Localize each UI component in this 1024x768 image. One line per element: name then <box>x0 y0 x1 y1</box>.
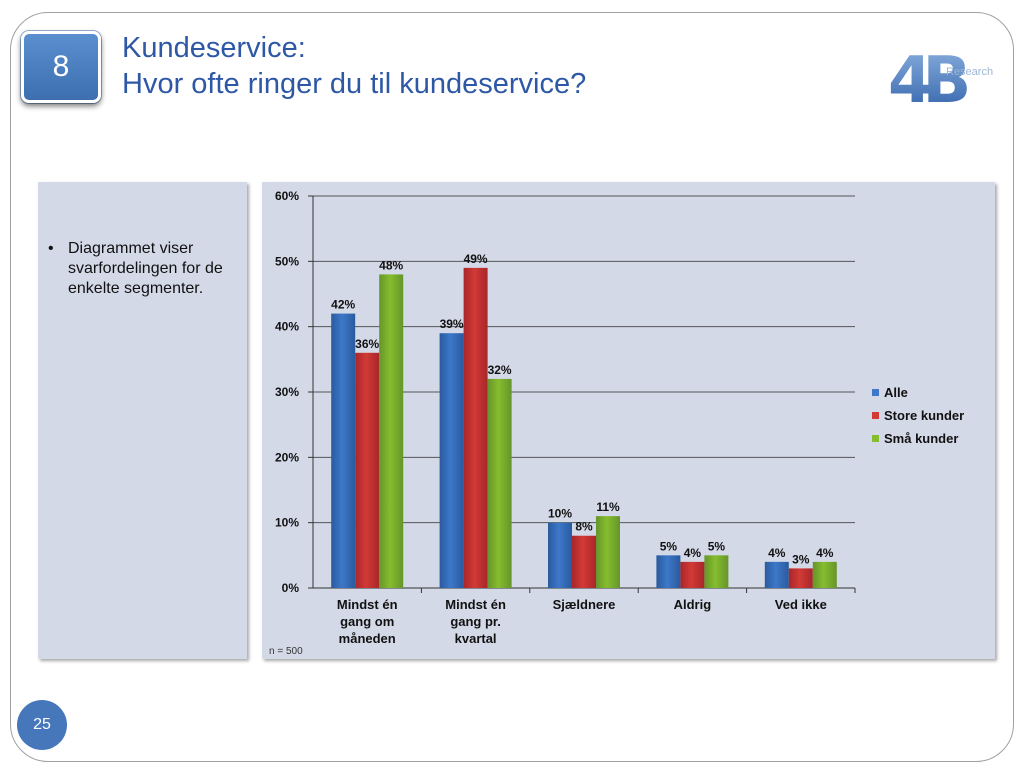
data-label: 4% <box>816 546 834 560</box>
bar-alle-0 <box>331 313 356 588</box>
chart-panel: 0% 10% 20% 30% 40% 50% 60% 42% 36% 48% 39% 49% 32% 1… <box>262 182 995 659</box>
bullet-list: Diagrammet viser svarfordelingen for de … <box>38 182 247 299</box>
slide-title: Kundeservice: Hvor ofte ringer du til ku… <box>122 30 586 102</box>
x-category-label: Mindst én <box>445 597 506 612</box>
x-category-label: Ved ikke <box>775 597 827 612</box>
data-label: 4% <box>768 546 786 560</box>
bar-alle-4 <box>764 561 789 588</box>
description-panel: Diagrammet viser svarfordelingen for de … <box>38 182 247 659</box>
data-label: 5% <box>660 539 678 553</box>
x-category-label: gang om <box>340 614 394 629</box>
y-tick-label: 60% <box>275 189 299 203</box>
data-label: 49% <box>464 252 488 266</box>
x-category-label: Aldrig <box>674 597 712 612</box>
slide-badge: 8 <box>21 31 101 103</box>
sample-size-note: n = 500 <box>269 646 303 657</box>
bar-store-kunder-2 <box>572 535 596 588</box>
y-tick-label: 50% <box>275 254 299 268</box>
bullet-item: Diagrammet viser svarfordelingen for de … <box>48 239 237 299</box>
data-label: 10% <box>548 507 572 521</box>
bar-store-kunder-0 <box>355 352 380 588</box>
data-label: 8% <box>575 520 593 534</box>
data-label: 36% <box>355 337 379 351</box>
y-tick-label: 40% <box>275 320 299 334</box>
y-tick-label: 0% <box>282 581 300 595</box>
company-logo: 4B Research <box>886 30 998 118</box>
y-tick-label: 20% <box>275 450 299 464</box>
data-label: 4% <box>684 546 702 560</box>
data-label: 42% <box>331 298 355 312</box>
legend-swatch <box>872 412 879 419</box>
title-line-2: Hvor ofte ringer du til kundeservice? <box>122 68 587 100</box>
bar-chart: 0% 10% 20% 30% 40% 50% 60% 42% 36% 48% 39% 49% 32% 1… <box>269 189 964 657</box>
bar-alle-2 <box>548 522 572 588</box>
logo-text: Research <box>946 66 993 78</box>
legend-label: Alle <box>884 385 908 400</box>
bar-små-kunder-4 <box>812 561 837 588</box>
bar-små-kunder-1 <box>487 378 512 588</box>
data-label: 32% <box>488 363 512 377</box>
page-number: 25 <box>17 700 67 750</box>
badge-number: 8 <box>52 50 70 83</box>
x-category-label: gang pr. <box>450 614 501 629</box>
legend-swatch <box>872 389 879 396</box>
x-category-label: Sjældnere <box>553 597 616 612</box>
y-tick-label: 10% <box>275 516 299 530</box>
y-tick-label: 30% <box>275 385 299 399</box>
data-label: 3% <box>792 552 810 566</box>
x-category-label: måneden <box>339 631 396 646</box>
bar-alle-1 <box>439 333 464 588</box>
bar-små-kunder-2 <box>596 516 620 588</box>
bar-store-kunder-3 <box>680 561 705 588</box>
x-category-label: kvartal <box>455 631 497 646</box>
data-label: 5% <box>708 539 726 553</box>
x-category-label: Mindst én <box>337 597 398 612</box>
bar-små-kunder-0 <box>379 274 404 588</box>
bar-små-kunder-3 <box>704 555 729 588</box>
data-label: 48% <box>379 258 403 272</box>
data-label: 39% <box>440 317 464 331</box>
title-line-1: Kundeservice: <box>122 32 306 64</box>
page-number-label: 25 <box>33 716 51 733</box>
bar-alle-3 <box>656 555 681 588</box>
data-label: 11% <box>596 500 620 514</box>
legend-label: Store kunder <box>884 408 964 423</box>
legend-label: Små kunder <box>884 431 958 446</box>
legend-swatch <box>872 435 879 442</box>
bar-store-kunder-1 <box>463 267 488 588</box>
bar-store-kunder-4 <box>788 568 813 588</box>
